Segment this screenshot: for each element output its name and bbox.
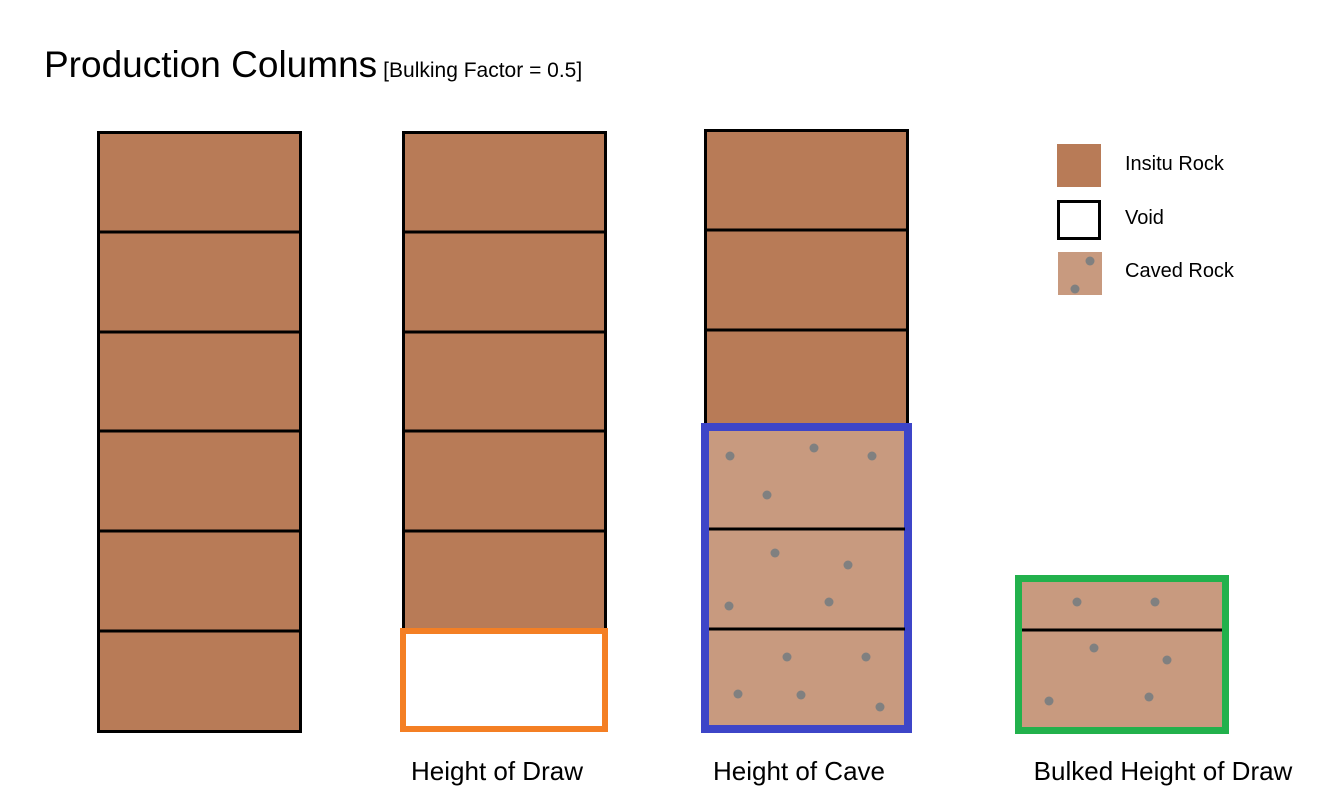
caved-rock-dot — [1144, 692, 1154, 702]
caved-rock-dot — [782, 652, 792, 662]
column-2-insitu — [402, 131, 607, 632]
caved-rock-dot — [770, 548, 780, 558]
title-subtitle: [Bulking Factor = 0.5] — [383, 59, 583, 82]
label-bulked-height-of-draw: Bulked Height of Draw — [1033, 756, 1293, 786]
legend-label-insitu: Insitu Rock — [1125, 153, 1224, 175]
height-of-cave-box — [701, 423, 912, 733]
caved-rock-dot — [843, 560, 853, 570]
caved-rock-dot — [809, 443, 819, 453]
column-3-insitu — [704, 129, 909, 428]
caved-rock-dot — [762, 490, 772, 500]
bulked-height-of-draw-box — [1015, 575, 1229, 734]
caved-rock-dot — [796, 690, 806, 700]
caved-rock-dot — [875, 702, 885, 712]
label-height-of-draw: Height of Draw — [411, 756, 583, 786]
caved-rock-dot — [1085, 256, 1095, 266]
caved-rock-dot — [1072, 597, 1082, 607]
diagram-title: Production Columns [Bulking Factor = 0.5] — [44, 44, 582, 86]
caved-rock-dot — [861, 652, 871, 662]
caved-rock-dot — [1089, 643, 1099, 653]
caved-rock-dot — [1044, 696, 1054, 706]
caved-rock-dot — [733, 689, 743, 699]
label-height-of-cave: Height of Cave — [713, 756, 885, 786]
title-main: Production Columns — [44, 44, 378, 85]
height-of-draw-void-box — [400, 628, 608, 732]
legend-swatch-insitu — [1057, 144, 1101, 187]
caved-rock-dot — [824, 597, 834, 607]
caved-rock-dot — [1070, 284, 1080, 294]
legend-label-caved: Caved Rock — [1125, 260, 1234, 282]
caved-rock-dot — [724, 601, 734, 611]
legend-label-void: Void — [1125, 207, 1164, 229]
caved-rock-dot — [1150, 597, 1160, 607]
caved-rock-dot — [725, 451, 735, 461]
caved-rock-dot — [867, 451, 877, 461]
caved-rock-dot — [1162, 655, 1172, 665]
legend-swatch-void — [1057, 200, 1101, 240]
legend-swatch-caved — [1058, 252, 1102, 295]
